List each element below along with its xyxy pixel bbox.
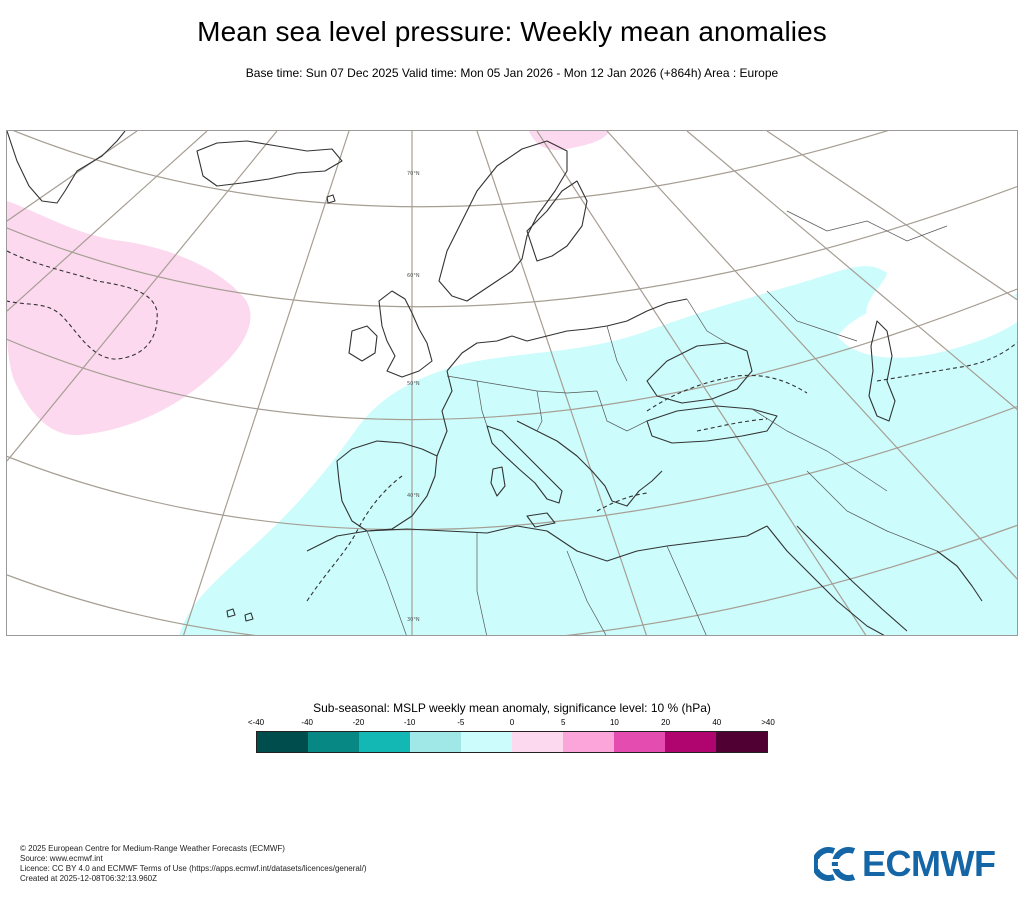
chart-subtitle: Base time: Sun 07 Dec 2025 Valid time: M… [245, 66, 779, 80]
lat-label: 30°N [407, 617, 420, 623]
legend-swatch [461, 732, 512, 752]
legend-swatch [257, 732, 308, 752]
legend-swatch [308, 732, 359, 752]
legend-tick-label: 0 [509, 718, 515, 727]
legend-colorbar [256, 731, 768, 753]
europe-map: 70°N 60°N 50°N 40°N 30°N [7, 131, 1017, 635]
legend-tick-label: 10 [609, 718, 619, 727]
graticule-meridians [7, 131, 1017, 635]
legend-tick-label: >40 [761, 718, 775, 727]
legend-swatch [563, 732, 614, 752]
footer-credits: © 2025 European Centre for Medium-Range … [20, 844, 367, 884]
legend-tick-label: 5 [560, 718, 566, 727]
positive-anomaly-region [7, 201, 251, 436]
legend-swatch [716, 732, 767, 752]
lat-label: 50°N [407, 381, 420, 387]
country-borders [366, 210, 948, 635]
chart-title: Mean sea level pressure: Weekly mean ano… [197, 16, 827, 47]
legend-swatch [665, 732, 716, 752]
copyright-line: © 2025 European Centre for Medium-Range … [20, 844, 285, 853]
legend-swatch [359, 732, 410, 752]
legend-swatch [512, 732, 563, 752]
source-line: Source: www.ecmwf.int [20, 854, 103, 863]
lat-label: 70°N [407, 171, 420, 177]
created-line: Created at 2025-12-08T06:32:13.960Z [20, 874, 157, 883]
ecmwf-logo-text: ECMWF [862, 843, 996, 884]
positive-anomaly-north [529, 131, 609, 151]
legend-swatch [410, 732, 461, 752]
map-panel: 70°N 60°N 50°N 40°N 30°N [6, 130, 1018, 636]
legend-tick-label: <-40 [247, 718, 265, 727]
legend-title: Sub-seasonal: MSLP weekly mean anomaly, … [313, 701, 711, 715]
legend-tick-label: -5 [457, 718, 465, 727]
negative-anomaly-region [179, 266, 1017, 635]
legend-tick-label: -40 [301, 718, 313, 727]
licence-line: Licence: CC BY 4.0 and ECMWF Terms of Us… [20, 864, 367, 873]
legend-swatch [614, 732, 665, 752]
legend-tick-label: -20 [352, 718, 365, 727]
lat-label: 40°N [407, 493, 420, 499]
significance-contours [7, 250, 1017, 602]
legend-ticks: <-40 -40 -20 -10 -5 0 5 10 20 40 >40 [248, 718, 775, 730]
ecmwf-logo: ECMWF [814, 843, 1006, 884]
legend-tick-label: 20 [661, 718, 671, 727]
coastlines [7, 131, 983, 635]
ecmwf-logo-icon [814, 847, 856, 881]
lat-label: 60°N [407, 273, 420, 279]
legend-tick-label: -10 [403, 718, 416, 727]
legend-tick-label: 40 [712, 718, 722, 727]
parallel-labels: 70°N 60°N 50°N 40°N 30°N [407, 171, 420, 623]
